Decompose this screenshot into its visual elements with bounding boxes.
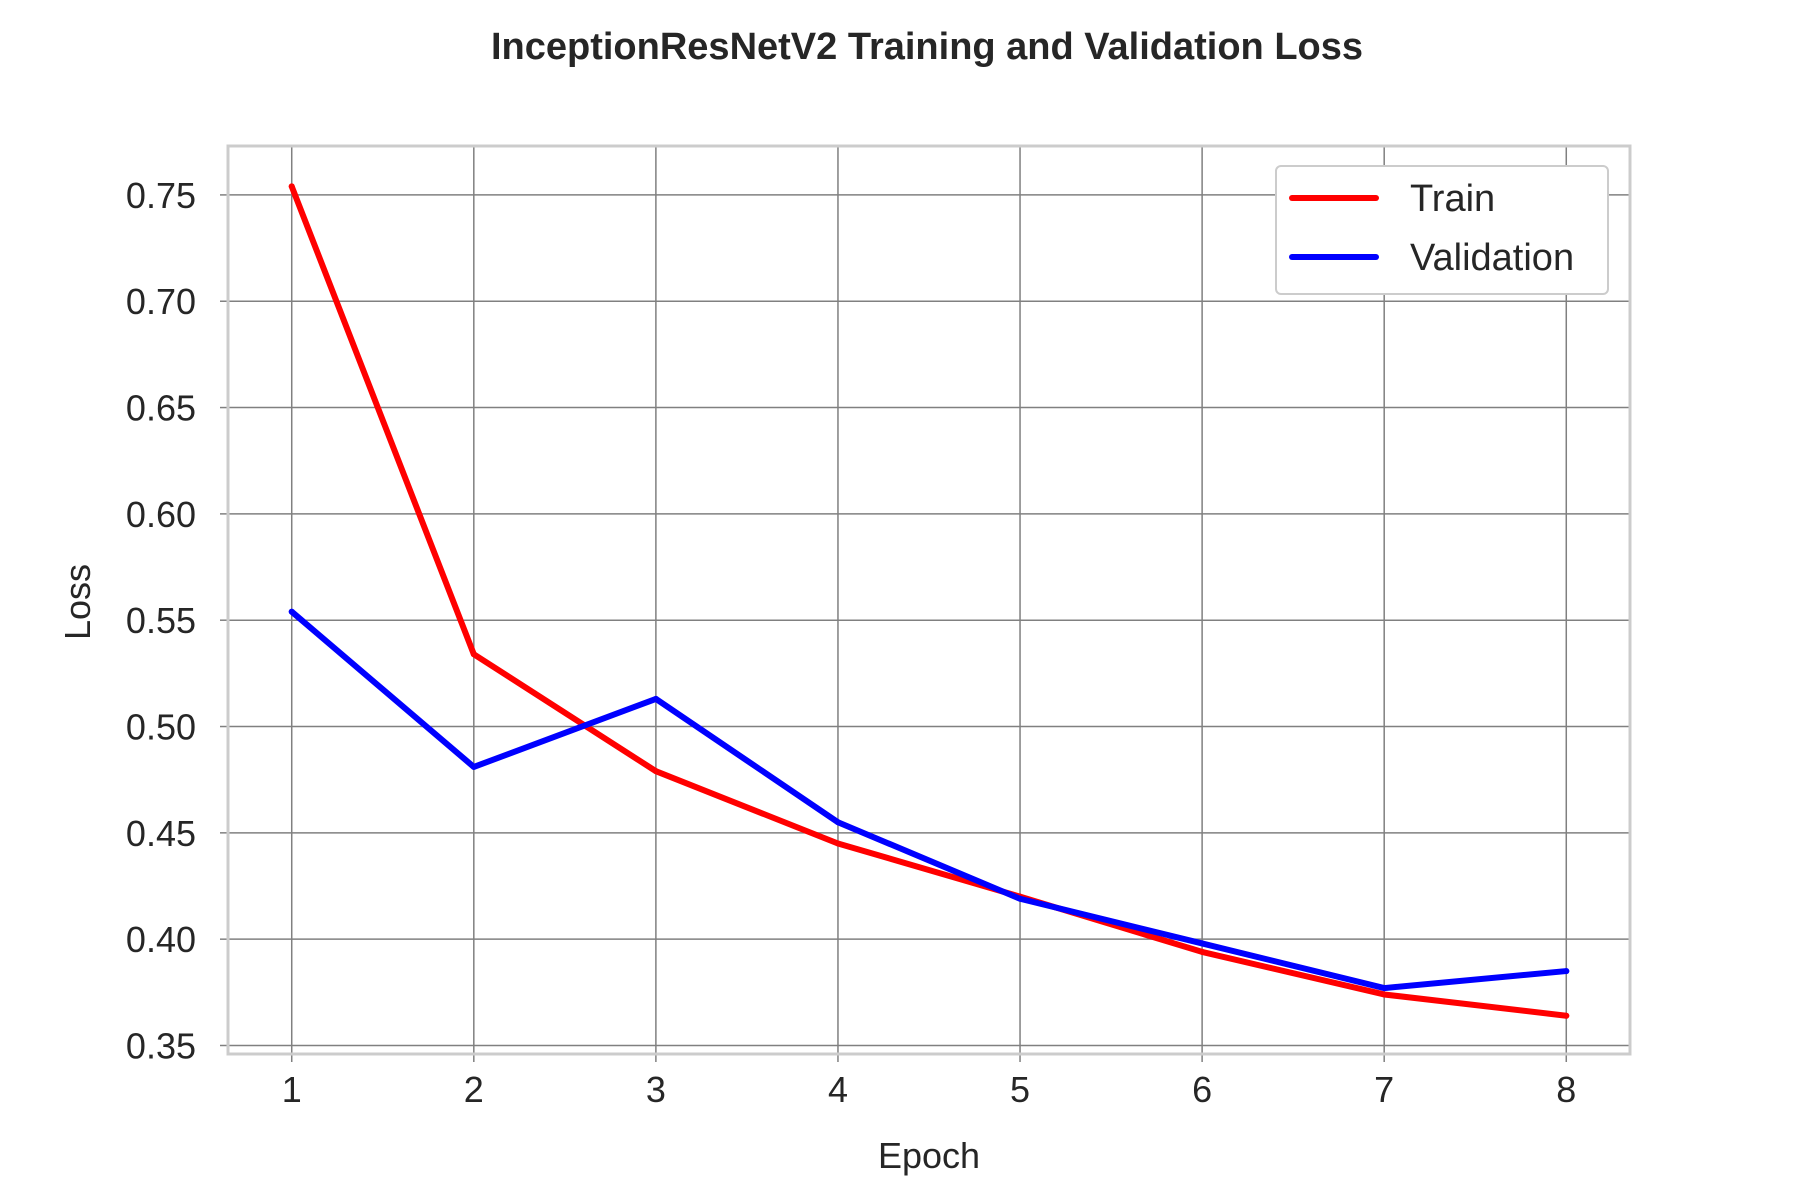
validation-data-point xyxy=(1017,895,1024,902)
x-tick-label: 1 xyxy=(282,1069,302,1110)
validation-data-point xyxy=(1199,940,1206,947)
validation-data-point xyxy=(834,819,841,826)
plot-area-background xyxy=(228,146,1630,1054)
legend-label-validation: Validation xyxy=(1410,237,1574,279)
train-data-point xyxy=(1381,991,1388,998)
train-series-line xyxy=(288,183,1570,1019)
train-data-point xyxy=(1199,948,1206,955)
y-tick-label: 0.35 xyxy=(126,1025,196,1066)
x-tick-label: 8 xyxy=(1556,1069,1576,1110)
x-tick-label: 6 xyxy=(1192,1069,1212,1110)
x-tick-label: 5 xyxy=(1010,1069,1030,1110)
y-tick-label: 0.50 xyxy=(126,707,196,748)
x-tick-label: 2 xyxy=(464,1069,484,1110)
legend-label-train: Train xyxy=(1410,178,1495,220)
tick-labels: 1 2 3 4 5 6 7 8 0.35 0.40 0.45 0.50 0.55 0.60 0.65 0.70… xyxy=(126,175,1576,1110)
y-tick-label: 0.70 xyxy=(126,281,196,322)
train-data-point xyxy=(470,651,477,658)
y-tick-label: 0.40 xyxy=(126,919,196,960)
y-tick-label: 0.60 xyxy=(126,494,196,535)
chart-title: InceptionResNetV2 Training and Validatio… xyxy=(491,26,1363,68)
validation-data-point xyxy=(1381,985,1388,992)
validation-data-point xyxy=(1563,968,1570,975)
x-axis-label: Epoch xyxy=(878,1135,980,1176)
train-data-point xyxy=(1563,1012,1570,1019)
y-axis-label: Loss xyxy=(57,564,98,640)
validation-series-line xyxy=(288,608,1570,992)
train-data-point xyxy=(288,183,295,190)
y-tick-label: 0.45 xyxy=(126,813,196,854)
y-tick-label: 0.55 xyxy=(126,600,196,641)
validation-data-point xyxy=(652,695,659,702)
y-tick-label: 0.75 xyxy=(126,175,196,216)
plot-frame xyxy=(226,144,1632,1056)
y-tick-label: 0.65 xyxy=(126,388,196,429)
legend: Train Validation xyxy=(1275,165,1609,295)
x-tick-label: 4 xyxy=(828,1069,848,1110)
validation-data-point xyxy=(288,608,295,615)
series-layer xyxy=(288,183,1570,1019)
x-tick-label: 7 xyxy=(1374,1069,1394,1110)
train-data-point xyxy=(834,840,841,847)
x-tick-label: 3 xyxy=(646,1069,666,1110)
validation-data-point xyxy=(470,763,477,770)
train-data-point xyxy=(652,768,659,775)
